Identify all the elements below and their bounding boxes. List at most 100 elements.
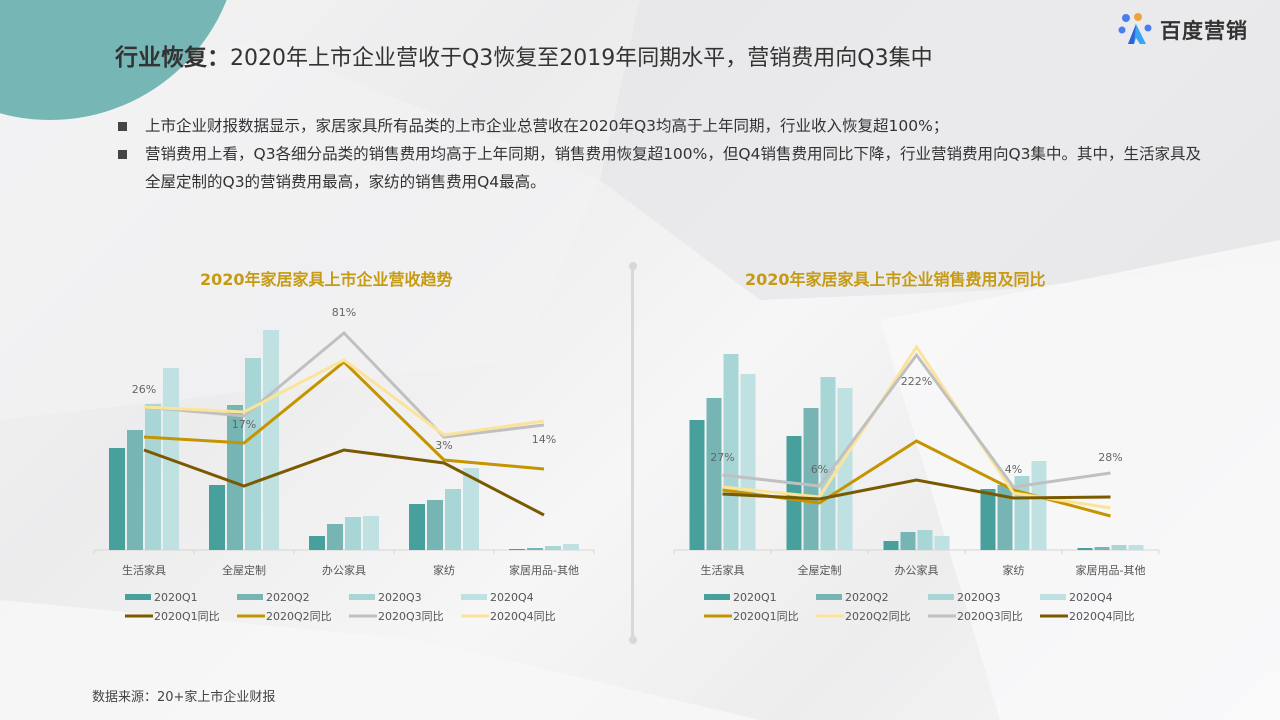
bar-2020Q3-办公家具 bbox=[345, 517, 361, 550]
line-2020Q2同比 bbox=[722, 344, 1111, 510]
legend-label: 2020Q2 bbox=[845, 591, 889, 604]
legend-swatch bbox=[704, 594, 730, 600]
category-label: 办公家具 bbox=[322, 563, 366, 577]
bullet-item: 营销费用上看，Q3各细分品类的销售费用均高于上年同期，销售费用恢复超100%，但… bbox=[115, 140, 1205, 196]
revenue-chart: 26% 17% 81% 3% 14% 生活家具 全屋定制 办公家具 家纺 家居用品-其他 2020Q… bbox=[93, 306, 595, 623]
bar-2020Q4-全屋定制 bbox=[837, 388, 853, 550]
legend-label: 2020Q4同比 bbox=[490, 610, 556, 623]
bar-2020Q2-生活家具 bbox=[706, 398, 722, 550]
legend-label: 2020Q3 bbox=[378, 591, 422, 604]
legend-swatch bbox=[349, 594, 375, 600]
bar-2020Q4-家纺 bbox=[463, 468, 479, 550]
category-label: 家纺 bbox=[433, 563, 455, 577]
bar-2020Q3-生活家具 bbox=[723, 354, 739, 550]
bar-2020Q1-家纺 bbox=[980, 489, 996, 550]
bar-2020Q3-全屋定制 bbox=[820, 377, 836, 550]
bar-2020Q1-办公家具 bbox=[309, 536, 325, 550]
bar-2020Q4-家居用品-其他 bbox=[563, 544, 579, 550]
bar-2020Q1-家居用品-其他 bbox=[1077, 548, 1093, 550]
bar-2020Q4-家居用品-其他 bbox=[1128, 545, 1144, 550]
bar-2020Q2-办公家具 bbox=[900, 532, 916, 550]
vertical-divider bbox=[628, 262, 637, 644]
category-label: 家纺 bbox=[1003, 563, 1025, 577]
line-2020Q1同比 bbox=[143, 448, 545, 517]
baidu-paw-icon bbox=[1118, 13, 1152, 44]
bar-2020Q1-生活家具 bbox=[689, 420, 705, 550]
bar-2020Q3-家居用品-其他 bbox=[1111, 545, 1127, 550]
bullet-square-icon bbox=[118, 150, 127, 159]
chart-title-revenue: 2020年家居家具上市企业营收趋势 bbox=[200, 270, 453, 289]
line-2020Q4同比 bbox=[722, 478, 1111, 501]
category-label: 家居用品-其他 bbox=[509, 563, 579, 577]
bar-2020Q4-办公家具 bbox=[934, 536, 950, 550]
summary-bullets: 上市企业财报数据显示，家居家具所有品类的上市企业总营收在2020年Q3均高于上年… bbox=[115, 112, 1205, 196]
data-label: 3% bbox=[435, 439, 452, 452]
category-label: 家居用品-其他 bbox=[1076, 563, 1146, 577]
legend-label: 2020Q3 bbox=[957, 591, 1001, 604]
page-title: 行业恢复：2020年上市企业营收于Q3恢复至2019年同期水平，营销费用向Q3集… bbox=[115, 38, 933, 72]
category-label: 生活家具 bbox=[122, 563, 166, 577]
bar-2020Q2-家纺 bbox=[427, 500, 443, 550]
line-2020Q3同比 bbox=[722, 352, 1111, 489]
legend-label: 2020Q2 bbox=[266, 591, 310, 604]
bullet-text: 上市企业财报数据显示，家居家具所有品类的上市企业总营收在2020年Q3均高于上年… bbox=[145, 117, 949, 135]
data-label: 14% bbox=[532, 433, 556, 446]
bar-2020Q4-生活家具 bbox=[740, 374, 756, 550]
bullet-square-icon bbox=[118, 122, 127, 131]
legend-label: 2020Q4同比 bbox=[1069, 610, 1135, 623]
bar-2020Q3-家居用品-其他 bbox=[545, 546, 561, 550]
brand-logo: 百度营销 bbox=[1118, 12, 1248, 48]
legend-swatch bbox=[461, 594, 487, 600]
bullet-text: 营销费用上看，Q3各细分品类的销售费用均高于上年同期，销售费用恢复超100%，但… bbox=[145, 145, 1202, 191]
bar-2020Q1-办公家具 bbox=[883, 541, 899, 550]
legend-label: 2020Q4 bbox=[490, 591, 534, 604]
category-label: 办公家具 bbox=[895, 563, 939, 577]
legend-swatch bbox=[816, 594, 842, 600]
bar-2020Q4-办公家具 bbox=[363, 516, 379, 550]
data-label: 17% bbox=[232, 418, 256, 431]
legend-label: 2020Q3同比 bbox=[378, 610, 444, 623]
bar-2020Q1-家居用品-其他 bbox=[509, 549, 525, 550]
data-label: 4% bbox=[1005, 463, 1022, 476]
bar-2020Q4-全屋定制 bbox=[263, 330, 279, 550]
bar-2020Q1-全屋定制 bbox=[209, 485, 225, 550]
data-label: 27% bbox=[710, 451, 734, 464]
page-title-rest: 2020年上市企业营收于Q3恢复至2019年同期水平，营销费用向Q3集中 bbox=[230, 46, 933, 71]
category-label: 全屋定制 bbox=[222, 563, 266, 577]
category-label: 生活家具 bbox=[701, 563, 745, 577]
legend-label: 2020Q1 bbox=[154, 591, 198, 604]
legend-swatch bbox=[125, 594, 151, 600]
bar-2020Q2-家居用品-其他 bbox=[1094, 547, 1110, 550]
legend-label: 2020Q4 bbox=[1069, 591, 1113, 604]
legend-label: 2020Q2同比 bbox=[845, 610, 911, 623]
bar-2020Q2-生活家具 bbox=[127, 430, 143, 550]
data-label: 28% bbox=[1098, 451, 1122, 464]
bar-2020Q3-生活家具 bbox=[145, 404, 161, 550]
bar-2020Q3-家纺 bbox=[445, 489, 461, 550]
data-source: 数据来源：20+家上市企业财报 bbox=[92, 690, 276, 705]
legend-label: 2020Q3同比 bbox=[957, 610, 1023, 623]
bullet-item: 上市企业财报数据显示，家居家具所有品类的上市企业总营收在2020年Q3均高于上年… bbox=[115, 112, 1205, 140]
data-label: 222% bbox=[901, 375, 932, 388]
legend-swatch bbox=[928, 594, 954, 600]
line-2020Q3同比 bbox=[143, 330, 545, 439]
bar-2020Q3-全屋定制 bbox=[245, 358, 261, 550]
data-label: 6% bbox=[811, 463, 828, 476]
bar-2020Q3-办公家具 bbox=[917, 530, 933, 550]
bar-2020Q4-家纺 bbox=[1031, 461, 1047, 550]
bar-2020Q2-家居用品-其他 bbox=[527, 548, 543, 550]
bar-2020Q1-家纺 bbox=[409, 504, 425, 550]
line-2020Q2同比 bbox=[143, 359, 545, 471]
legend-swatch bbox=[1040, 594, 1066, 600]
legend-label: 2020Q1同比 bbox=[154, 610, 220, 623]
page-title-bold: 行业恢复： bbox=[115, 45, 230, 71]
sales-expense-chart: 27% 6% 222% 4% 28% 生活家具 全屋定制 办公家具 家纺 家居用品-其他 2020Q… bbox=[673, 344, 1160, 623]
data-label: 81% bbox=[332, 306, 356, 319]
data-label: 26% bbox=[132, 383, 156, 396]
legend-label: 2020Q1 bbox=[733, 591, 777, 604]
category-label: 全屋定制 bbox=[798, 563, 842, 577]
line-2020Q4同比 bbox=[143, 358, 545, 437]
legend-swatch bbox=[237, 594, 263, 600]
logo-text: 百度营销 bbox=[1160, 19, 1248, 43]
bar-2020Q2-办公家具 bbox=[327, 524, 343, 550]
